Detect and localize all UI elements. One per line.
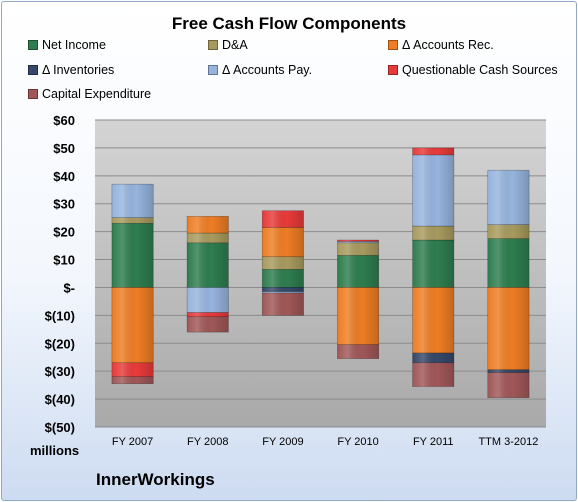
bar-segment-shine [187, 287, 229, 313]
y-tick-label: $- [63, 280, 75, 295]
bar-segment-shine [412, 147, 454, 155]
bar-segment-shine [111, 223, 154, 288]
bar-segment-shine [187, 233, 229, 243]
bar-segment-shine [111, 217, 154, 224]
legend-label: Δ Accounts Pay. [222, 63, 313, 77]
legend-swatch [388, 39, 398, 50]
legend-label: D&A [222, 38, 248, 52]
legend-swatch [28, 39, 38, 50]
y-tick-label: $(50) [45, 420, 75, 435]
y-tick-label: $(30) [45, 364, 75, 379]
bar-segment-shine [487, 224, 530, 239]
legend-swatch [208, 64, 218, 75]
bar-segment-shine [337, 241, 379, 243]
bar-segment-shine [111, 287, 154, 363]
bar-segment-shine [111, 376, 154, 384]
legend-item-inventories: Δ Inventories [28, 63, 114, 79]
x-category-label: FY 2007 [112, 436, 153, 448]
y-tick-label: $(20) [45, 336, 75, 351]
legend-item-capex: Capital Expenditure [28, 87, 151, 103]
bar-segment-shine [412, 154, 454, 227]
x-category-label: FY 2009 [262, 436, 303, 448]
legend-swatch [28, 64, 38, 75]
bar-segment-shine [337, 240, 379, 242]
bar-segment-shine [412, 353, 454, 363]
bar-segment-shine [487, 372, 530, 398]
x-category-label: FY 2008 [187, 436, 228, 448]
y-tick-label: $50 [53, 141, 75, 156]
y-tick-label: $60 [53, 113, 75, 128]
legend-label: Capital Expenditure [42, 87, 152, 101]
x-category-label: FY 2011 [413, 436, 454, 448]
legend-swatch [208, 39, 218, 50]
legend-label: Net Income [42, 38, 106, 52]
legend-label: Questionable Cash Sources [402, 63, 558, 77]
bar-segment-shine [111, 184, 154, 218]
bar-segment-shine [111, 362, 154, 377]
bar-segment-shine [262, 293, 304, 316]
legend-item-accounts-pay: Δ Accounts Pay. [208, 63, 312, 79]
bar-segment-shine [487, 369, 530, 373]
bar-segment-shine [412, 226, 454, 241]
bar-segment-shine [262, 227, 304, 257]
y-tick-label: $40 [53, 169, 75, 184]
y-tick-label: $30 [53, 197, 75, 212]
bar-segment-shine [262, 287, 304, 292]
bar-segment-shine [412, 362, 454, 387]
bar-segment-shine [487, 287, 530, 370]
y-tick-label: $10 [53, 253, 75, 268]
legend-label: Δ Inventories [42, 63, 115, 77]
legend-item-questionable: Questionable Cash Sources [388, 63, 558, 79]
x-category-label: TTM 3-2012 [478, 436, 538, 448]
company-name: InnerWorkings [96, 470, 215, 489]
bar-segment-shine [487, 238, 530, 288]
y-tick-label: $(40) [45, 392, 75, 407]
bar-segment-shine [487, 170, 530, 225]
bar-segment-shine [187, 312, 229, 317]
bar-segment-shine [262, 291, 304, 294]
units-label: millions [30, 443, 80, 458]
bar-segment-shine [262, 210, 304, 228]
x-category-label: FY 2010 [337, 436, 378, 448]
legend-swatch [28, 88, 38, 99]
plot-area [95, 120, 546, 427]
y-tick-label: $(10) [45, 308, 75, 323]
legend-swatch [388, 64, 398, 75]
bar-segment-shine [262, 256, 304, 270]
bar-segment-shine [337, 242, 379, 256]
bar-segment-shine [337, 344, 379, 359]
legend-item-da: D&A [208, 38, 248, 54]
bar-segment-shine [187, 216, 229, 234]
bar-segment-shine [412, 287, 454, 354]
bar-segment-shine [337, 255, 379, 288]
bar-segment-shine [187, 316, 229, 333]
bar-segment-shine [262, 269, 304, 288]
bar-segment-shine [412, 240, 454, 288]
legend-label: Δ Accounts Rec. [402, 38, 494, 52]
bar-segment-shine [187, 242, 229, 288]
legend-item-accounts-rec: Δ Accounts Rec. [388, 38, 494, 54]
chart-title: Free Cash Flow Components [171, 14, 407, 33]
y-tick-label: $20 [53, 225, 75, 240]
bar-segment-shine [337, 287, 379, 345]
legend-item-net-income: Net Income [28, 38, 106, 54]
